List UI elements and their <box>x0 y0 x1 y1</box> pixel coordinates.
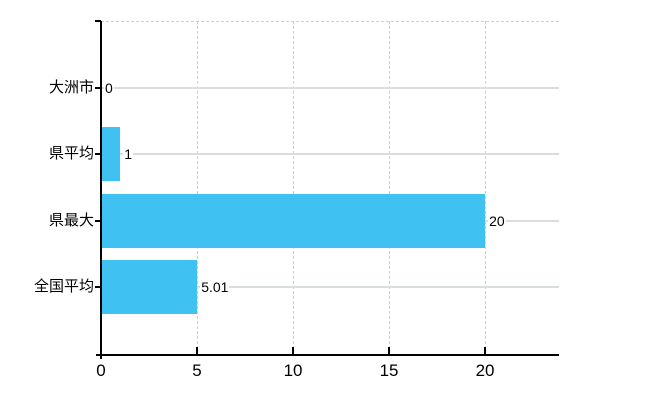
x-tick-label: 10 <box>283 361 303 380</box>
bar-value-label: 20 <box>488 212 506 229</box>
x-gridline <box>389 21 391 354</box>
x-axis-tick <box>388 347 391 354</box>
x-axis-tick <box>292 347 295 354</box>
bar <box>101 127 121 182</box>
y-axis-tick <box>95 219 101 222</box>
x-axis-tick <box>196 347 199 354</box>
bar <box>101 193 486 248</box>
y-axis-tick <box>95 86 101 89</box>
y-axis-top-tick <box>95 20 101 22</box>
category-label: 県最大 <box>48 211 94 229</box>
plot-top-border <box>101 21 559 22</box>
bar-value-label: 5.01 <box>200 279 230 296</box>
x-tick-label: 5 <box>192 361 202 380</box>
y-gridline <box>101 286 559 289</box>
x-tick-label: 0 <box>96 361 106 380</box>
y-axis-line <box>100 21 102 359</box>
category-label: 大洲市 <box>48 78 94 96</box>
x-gridline <box>197 21 199 354</box>
x-tick-label: 20 <box>475 361 495 380</box>
category-label: 県平均 <box>48 145 94 163</box>
y-axis-tick <box>95 286 101 289</box>
y-gridline <box>101 86 559 89</box>
y-gridline <box>101 153 559 156</box>
category-label: 全国平均 <box>33 278 94 296</box>
x-gridline <box>485 21 487 354</box>
x-axis-line <box>96 354 559 356</box>
x-axis-tick <box>484 347 487 354</box>
bar-value-label: 0 <box>104 79 114 96</box>
bar <box>101 260 198 315</box>
y-axis-tick <box>95 153 101 156</box>
bar-value-label: 1 <box>123 146 133 163</box>
x-tick-label: 15 <box>379 361 399 380</box>
x-gridline <box>293 21 295 354</box>
